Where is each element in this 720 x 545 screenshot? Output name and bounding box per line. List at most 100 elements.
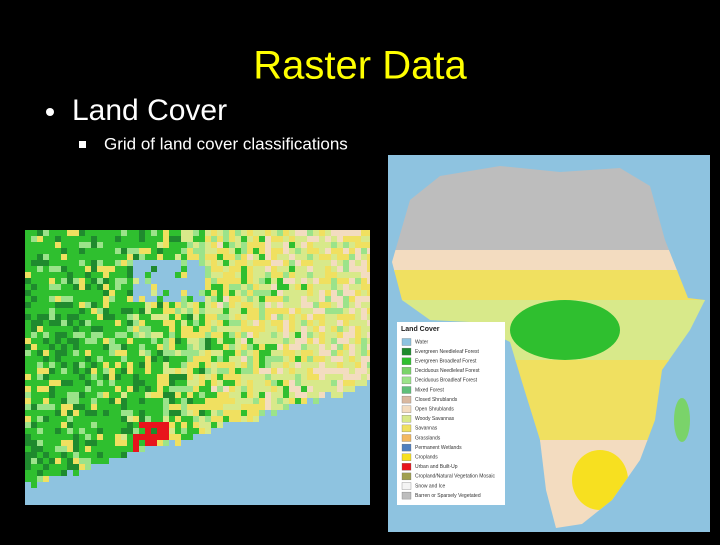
map-cell bbox=[61, 278, 67, 284]
map-cell bbox=[163, 404, 169, 410]
map-cell bbox=[349, 332, 355, 338]
map-cell bbox=[289, 326, 295, 332]
map-cell bbox=[163, 428, 169, 434]
map-cell bbox=[235, 368, 241, 374]
map-cell bbox=[349, 302, 355, 308]
map-cell bbox=[163, 422, 169, 428]
map-cell bbox=[247, 362, 253, 368]
map-cell bbox=[307, 272, 313, 278]
map-cell bbox=[367, 314, 370, 320]
map-cell bbox=[313, 374, 319, 380]
map-cell bbox=[25, 476, 31, 482]
map-cell bbox=[337, 230, 343, 236]
map-cell bbox=[121, 326, 127, 332]
map-cell bbox=[91, 266, 97, 272]
map-cell bbox=[157, 392, 163, 398]
map-cell bbox=[241, 290, 247, 296]
slide-title: Raster Data bbox=[253, 44, 467, 88]
map-cell bbox=[205, 290, 211, 296]
map-cell bbox=[145, 410, 151, 416]
map-cell bbox=[175, 422, 181, 428]
map-cell bbox=[109, 296, 115, 302]
map-cell bbox=[127, 404, 133, 410]
map-cell bbox=[127, 296, 133, 302]
map-cell bbox=[43, 410, 49, 416]
map-cell bbox=[67, 404, 73, 410]
map-cell bbox=[73, 458, 79, 464]
map-cell bbox=[61, 254, 67, 260]
map-cell bbox=[253, 398, 259, 404]
map-cell bbox=[241, 254, 247, 260]
map-cell bbox=[271, 326, 277, 332]
map-cell bbox=[157, 356, 163, 362]
map-cell bbox=[169, 326, 175, 332]
map-cell bbox=[277, 290, 283, 296]
map-cell bbox=[211, 314, 217, 320]
map-cell bbox=[145, 314, 151, 320]
map-cell bbox=[325, 296, 331, 302]
map-cell bbox=[343, 368, 349, 374]
map-cell bbox=[157, 380, 163, 386]
map-cell bbox=[43, 386, 49, 392]
map-cell bbox=[55, 338, 61, 344]
map-cell bbox=[175, 362, 181, 368]
map-cell bbox=[235, 320, 241, 326]
map-cell bbox=[241, 410, 247, 416]
map-cell bbox=[367, 254, 370, 260]
map-cell bbox=[217, 350, 223, 356]
map-cell bbox=[67, 272, 73, 278]
map-cell bbox=[61, 344, 67, 350]
map-cell bbox=[199, 404, 205, 410]
map-cell bbox=[85, 260, 91, 266]
map-cell bbox=[127, 290, 133, 296]
map-cell bbox=[283, 242, 289, 248]
map-cell bbox=[253, 248, 259, 254]
map-cell bbox=[349, 326, 355, 332]
map-cell bbox=[223, 362, 229, 368]
map-cell bbox=[235, 302, 241, 308]
map-cell bbox=[25, 470, 31, 476]
map-cell bbox=[31, 326, 37, 332]
map-cell bbox=[355, 326, 361, 332]
map-cell bbox=[43, 326, 49, 332]
map-cell bbox=[115, 254, 121, 260]
map-cell bbox=[67, 284, 73, 290]
map-cell bbox=[331, 332, 337, 338]
map-cell bbox=[253, 308, 259, 314]
map-cell bbox=[31, 302, 37, 308]
map-cell bbox=[193, 380, 199, 386]
map-cell bbox=[349, 260, 355, 266]
map-cell bbox=[343, 260, 349, 266]
map-cell bbox=[349, 350, 355, 356]
map-cell bbox=[343, 314, 349, 320]
map-cell bbox=[265, 278, 271, 284]
map-cell bbox=[211, 368, 217, 374]
map-cell bbox=[343, 302, 349, 308]
map-cell bbox=[37, 434, 43, 440]
map-cell bbox=[199, 356, 205, 362]
map-cell bbox=[91, 452, 97, 458]
map-cell bbox=[199, 374, 205, 380]
map-cell bbox=[187, 332, 193, 338]
map-cell bbox=[337, 284, 343, 290]
map-cell bbox=[181, 230, 187, 236]
map-cell bbox=[55, 380, 61, 386]
map-cell bbox=[181, 302, 187, 308]
map-cell bbox=[301, 236, 307, 242]
map-cell bbox=[157, 416, 163, 422]
map-cell bbox=[115, 428, 121, 434]
map-cell bbox=[55, 392, 61, 398]
map-cell bbox=[127, 236, 133, 242]
map-cell bbox=[247, 320, 253, 326]
map-cell bbox=[91, 248, 97, 254]
map-cell bbox=[253, 284, 259, 290]
map-cell bbox=[181, 338, 187, 344]
map-cell bbox=[331, 392, 337, 398]
map-cell bbox=[313, 254, 319, 260]
map-cell bbox=[151, 368, 157, 374]
map-cell bbox=[181, 296, 187, 302]
map-cell bbox=[289, 296, 295, 302]
legend-label: Barren or Sparsely Vegetated bbox=[415, 493, 481, 499]
map-cell bbox=[61, 356, 67, 362]
map-cell bbox=[25, 260, 31, 266]
